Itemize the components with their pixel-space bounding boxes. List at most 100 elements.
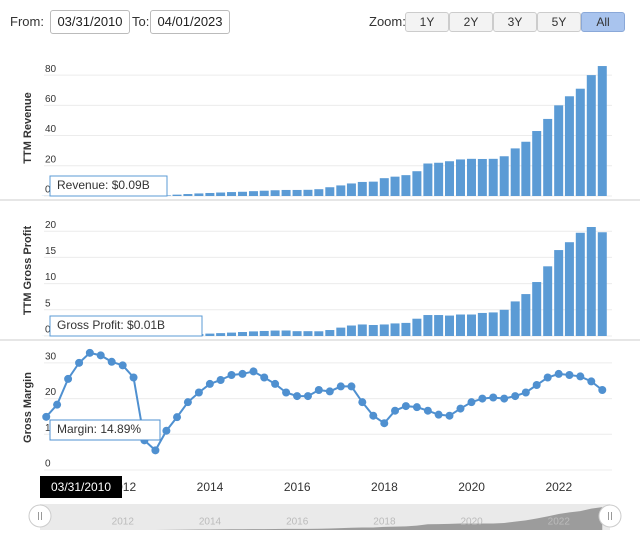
point: [478, 394, 487, 403]
bar: [434, 162, 444, 196]
point: [554, 369, 563, 378]
point: [445, 411, 454, 420]
point: [401, 402, 410, 411]
bar: [336, 327, 346, 336]
bar: [521, 294, 531, 336]
bar: [357, 181, 367, 196]
x-tick-label: 2016: [284, 480, 311, 494]
y-tick-label: 60: [45, 94, 57, 105]
zoom-button[interactable]: 1Y: [405, 12, 449, 32]
bar: [597, 232, 607, 336]
navigator-label: 2018: [373, 517, 396, 528]
point: [173, 413, 182, 422]
bar: [412, 171, 422, 196]
y-tick-label: 5: [45, 298, 51, 309]
point: [216, 376, 225, 384]
bar: [488, 312, 498, 336]
point: [521, 388, 530, 397]
y-tick-label: 30: [45, 351, 57, 362]
point: [118, 361, 127, 370]
x-tick-label: 2022: [545, 480, 572, 494]
zoom-button[interactable]: 3Y: [493, 12, 537, 32]
zoom-button[interactable]: 2Y: [449, 12, 493, 32]
bar: [336, 185, 346, 196]
bar: [477, 312, 487, 336]
tooltip-text: Gross Profit: $0.01B: [57, 318, 165, 332]
navigator-handle[interactable]: [598, 504, 622, 528]
bar: [346, 183, 356, 196]
bar: [466, 158, 476, 196]
bar: [521, 141, 531, 196]
navigator-area: [46, 507, 603, 530]
x-tick-label: 2014: [197, 480, 224, 494]
y-tick-label: 20: [45, 220, 57, 231]
bar: [445, 161, 455, 196]
bar: [183, 194, 193, 196]
bar: [412, 318, 422, 336]
bar: [314, 189, 324, 196]
y-axis-title: TTM Revenue: [22, 92, 34, 164]
bar: [270, 330, 280, 336]
point: [423, 406, 432, 415]
point: [456, 404, 465, 413]
zoom-label: Zoom:: [369, 14, 406, 29]
bar: [259, 190, 269, 196]
navigator-label: 2016: [286, 517, 309, 528]
bar: [423, 315, 433, 336]
point: [565, 371, 574, 379]
point: [96, 351, 105, 360]
point: [380, 419, 389, 428]
bar: [455, 314, 465, 336]
to-label: To:: [132, 14, 150, 29]
point: [369, 411, 378, 420]
y-tick-label: 40: [45, 124, 57, 135]
zoom-button[interactable]: 5Y: [537, 12, 581, 32]
bar: [401, 175, 411, 196]
bar: [227, 192, 237, 196]
point: [85, 348, 94, 357]
tooltip-text: Margin: 14.89%: [57, 422, 141, 436]
bar: [205, 333, 215, 336]
y-tick-label: 15: [45, 246, 57, 257]
point: [412, 403, 421, 412]
point: [467, 398, 476, 407]
bar: [510, 301, 520, 336]
bar: [554, 105, 564, 196]
y-axis-title: TTM Gross Profit: [22, 226, 34, 316]
navigator-handle[interactable]: [28, 504, 52, 528]
bar: [346, 325, 356, 336]
y-tick-label: 20: [45, 387, 57, 398]
point: [391, 406, 400, 415]
bar: [466, 314, 476, 336]
point: [325, 387, 334, 396]
from-input[interactable]: 03/31/2010: [50, 10, 130, 34]
bar: [303, 189, 313, 196]
bar: [477, 158, 487, 196]
point: [543, 373, 552, 382]
bar: [445, 315, 455, 336]
y-tick-label: 0: [45, 459, 51, 470]
bar: [303, 331, 313, 336]
bar: [488, 158, 498, 196]
point: [64, 374, 73, 383]
bar: [390, 176, 400, 196]
point: [205, 379, 214, 388]
bar: [292, 189, 302, 196]
bar: [586, 75, 596, 196]
to-input[interactable]: 04/01/2023: [150, 10, 230, 34]
bar: [205, 192, 215, 196]
point: [194, 388, 203, 397]
bar: [510, 148, 520, 196]
bar: [575, 232, 585, 336]
point: [358, 398, 367, 407]
bar: [368, 324, 378, 336]
line: [45, 351, 603, 452]
bar: [401, 322, 411, 336]
point: [183, 398, 192, 407]
bar: [499, 309, 509, 336]
tooltip-box: [49, 175, 168, 197]
point: [314, 386, 323, 394]
bar: [390, 323, 400, 336]
zoom-button[interactable]: All: [581, 12, 625, 32]
navigator-label: 2020: [460, 517, 483, 528]
